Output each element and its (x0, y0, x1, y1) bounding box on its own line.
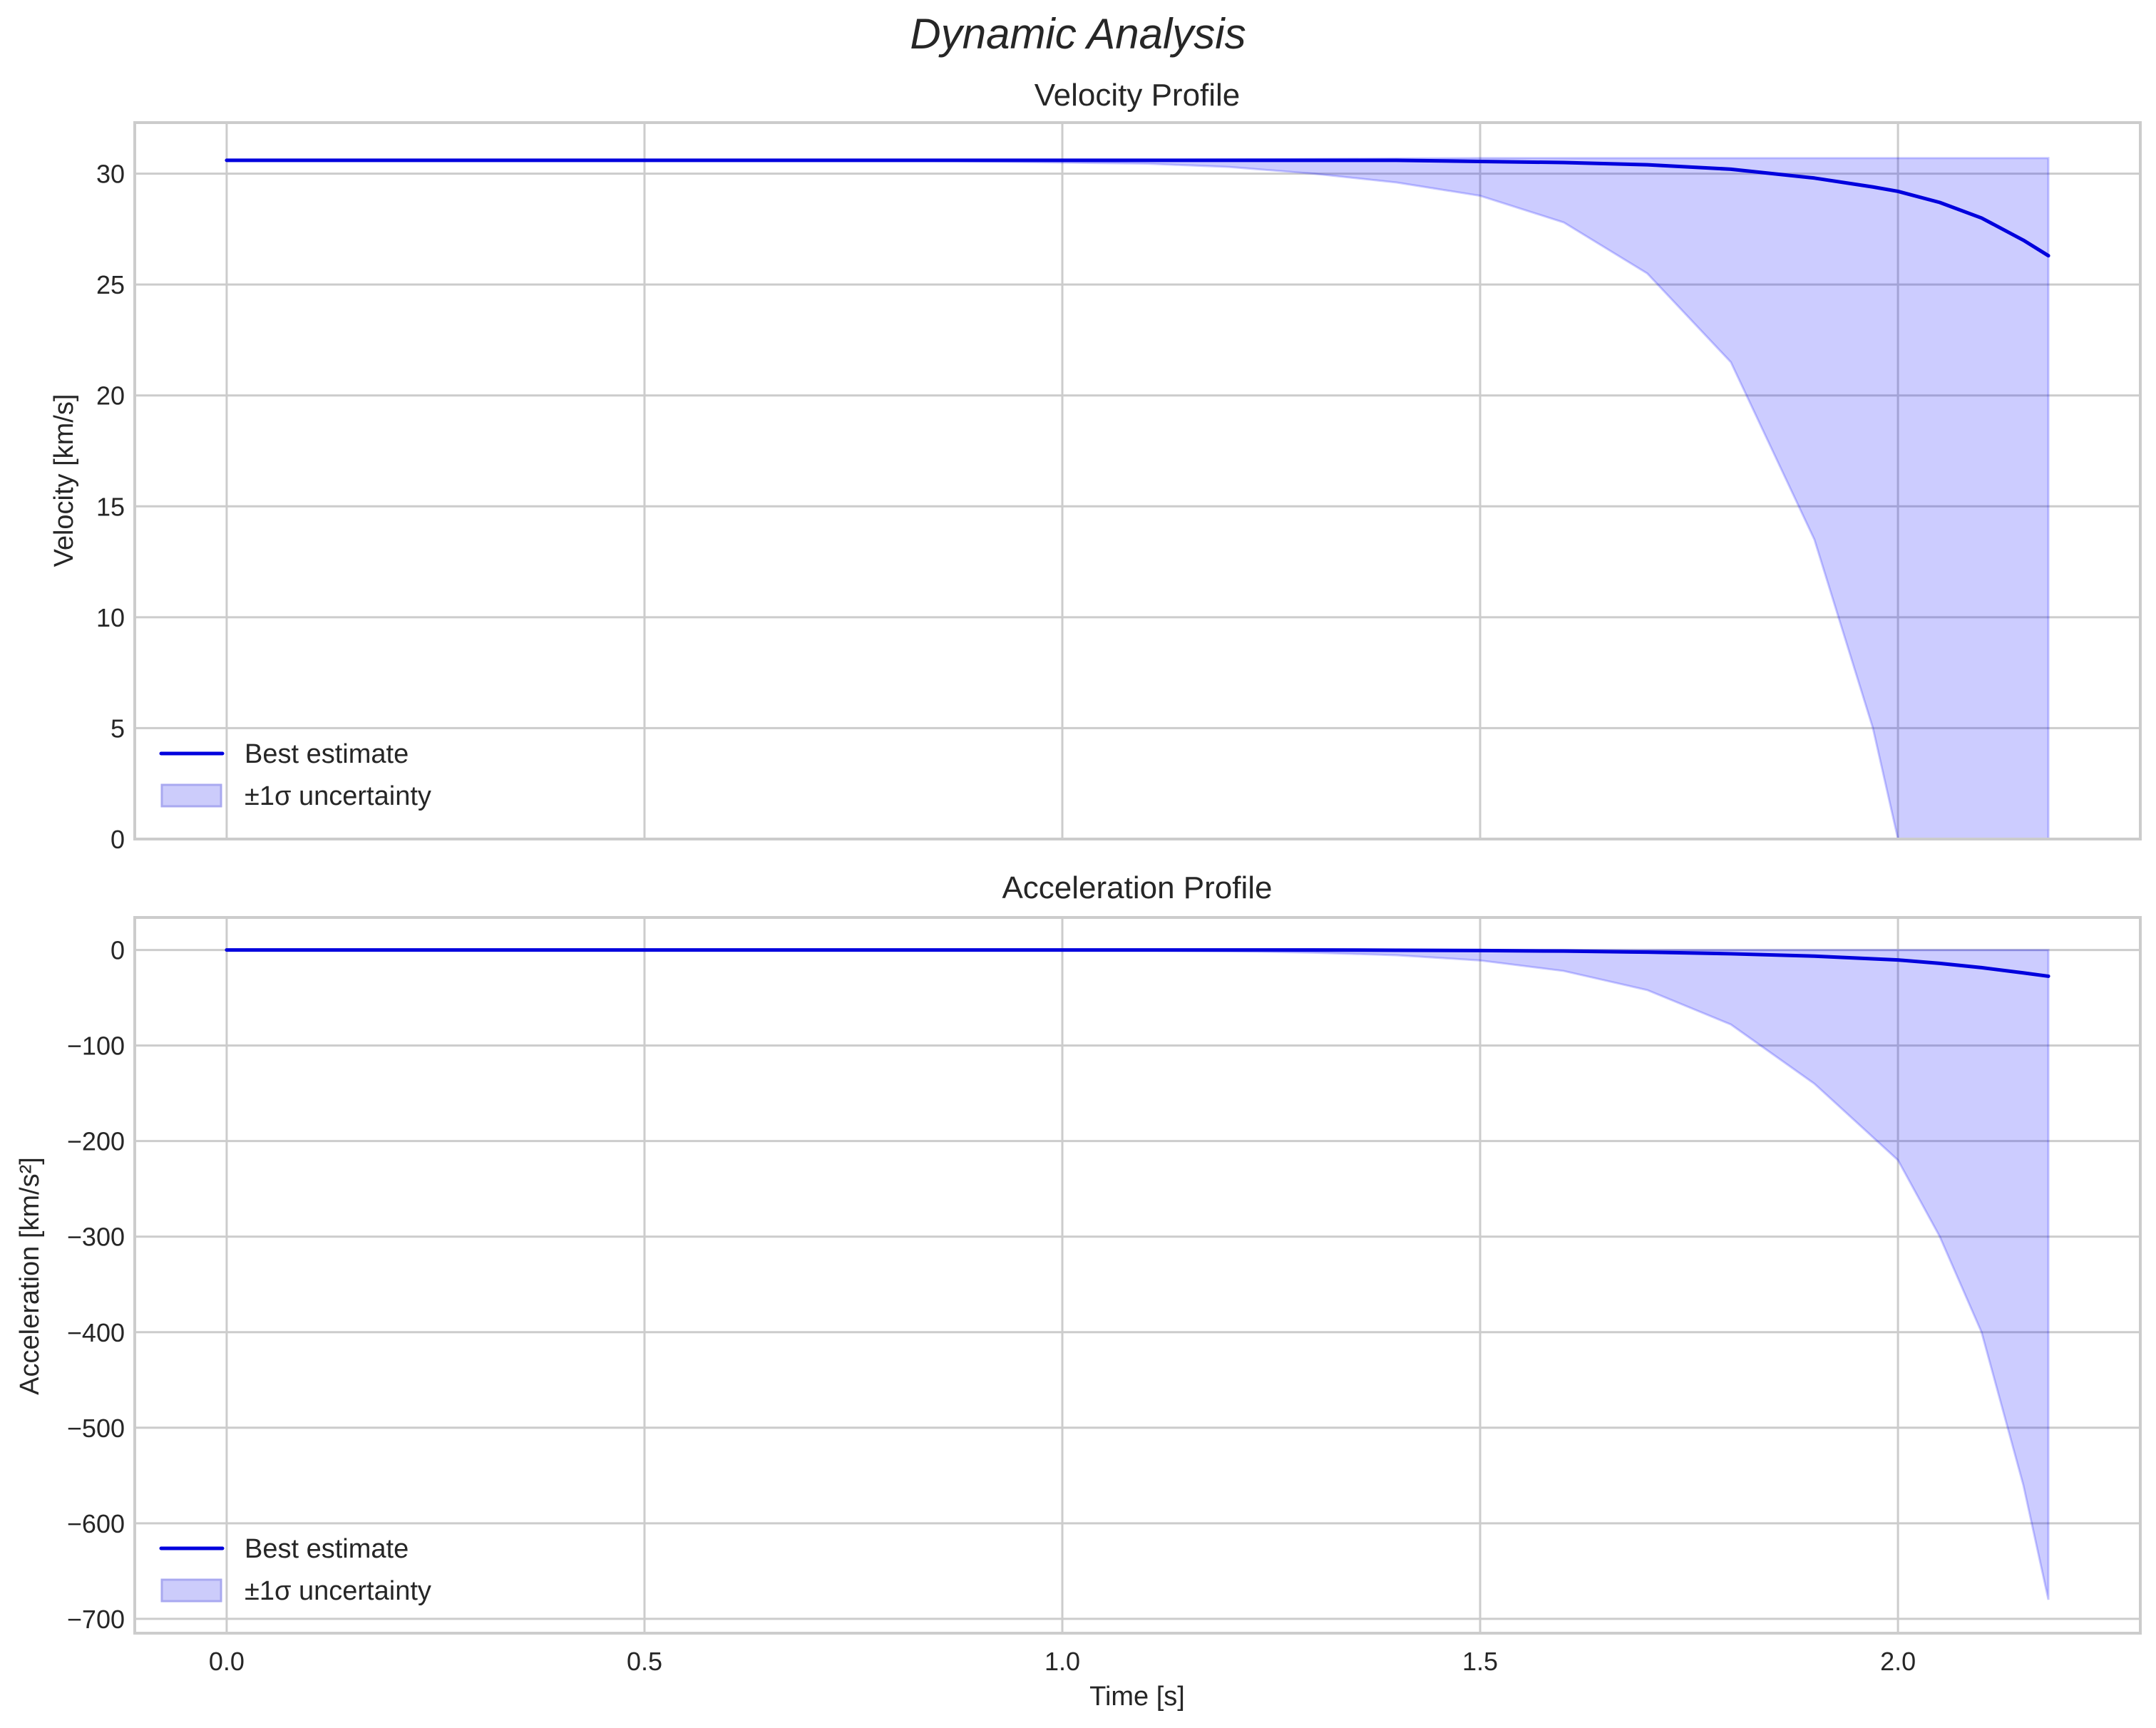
velocity-ylabel: Velocity [km/s] (49, 394, 79, 567)
xtick-label: 0.5 (627, 1647, 662, 1676)
acceleration-grid (135, 917, 2140, 1633)
velocity-uncertainty-band (226, 157, 2050, 839)
legend-best-estimate-label: Best estimate (245, 1534, 409, 1564)
acceleration-ytick-label: −300 (67, 1223, 125, 1252)
velocity-axes-frame (133, 121, 2142, 840)
acceleration-legend: Best estimate ±1σ uncertainty (159, 1534, 431, 1606)
velocity-ytick-label: 10 (96, 603, 125, 632)
acceleration-best-estimate-line (225, 948, 2050, 978)
legend-uncertainty-label: ±1σ uncertainty (245, 1576, 431, 1606)
legend-uncertainty-label: ±1σ uncertainty (245, 781, 431, 811)
acceleration-ytick-label: −600 (67, 1509, 125, 1538)
velocity-ytick-label: 25 (96, 270, 125, 299)
acceleration-ytick-label: −500 (67, 1414, 125, 1443)
acceleration-ytick-label: −400 (67, 1318, 125, 1347)
acceleration-ytick-label: −100 (67, 1032, 125, 1061)
acceleration-axes-frame (133, 916, 2142, 1635)
velocity-plot-area: 0 5 10 15 20 25 30 (96, 121, 2142, 854)
velocity-ytick-label: 5 (111, 714, 125, 743)
acceleration-title: Acceleration Profile (1002, 870, 1272, 905)
velocity-title: Velocity Profile (1035, 78, 1241, 113)
velocity-ytick-label: 15 (96, 492, 125, 521)
legend-best-estimate-label: Best estimate (245, 739, 409, 769)
legend-band-swatch-icon (160, 783, 222, 808)
acceleration-panel: Acceleration Profile 0 −100 −200 −300 −400 −5… (15, 870, 2142, 1712)
acceleration-ytick-label: 0 (111, 936, 125, 965)
acceleration-ytick-label: −700 (67, 1605, 125, 1634)
xtick-label: 1.0 (1044, 1647, 1080, 1676)
time-xlabel: Time [s] (1089, 1682, 1185, 1712)
velocity-legend: Best estimate ±1σ uncertainty (159, 739, 431, 811)
acceleration-ylabel: Acceleration [km/s²] (15, 1157, 45, 1395)
velocity-panel: Velocity Profile 0 5 10 15 20 25 30 Velocity [… (49, 78, 2142, 854)
velocity-ytick-label: 0 (111, 825, 125, 854)
xtick-label: 1.5 (1462, 1647, 1498, 1676)
acceleration-ytick-label: −200 (67, 1127, 125, 1156)
velocity-ytick-label: 30 (96, 160, 125, 189)
acceleration-uncertainty-band (226, 949, 2050, 1600)
xtick-label: 2.0 (1880, 1647, 1916, 1676)
legend-band-swatch-icon (160, 1578, 222, 1603)
acceleration-plot-area: 0 −100 −200 −300 −400 −500 −600 −700 0.0 0.5 1.0 1.… (67, 916, 2142, 1676)
velocity-ytick-label: 20 (96, 381, 125, 411)
figure-suptitle: Dynamic Analysis (910, 10, 1246, 58)
velocity-best-estimate-line (225, 158, 2050, 258)
xtick-label: 0.0 (209, 1647, 245, 1676)
